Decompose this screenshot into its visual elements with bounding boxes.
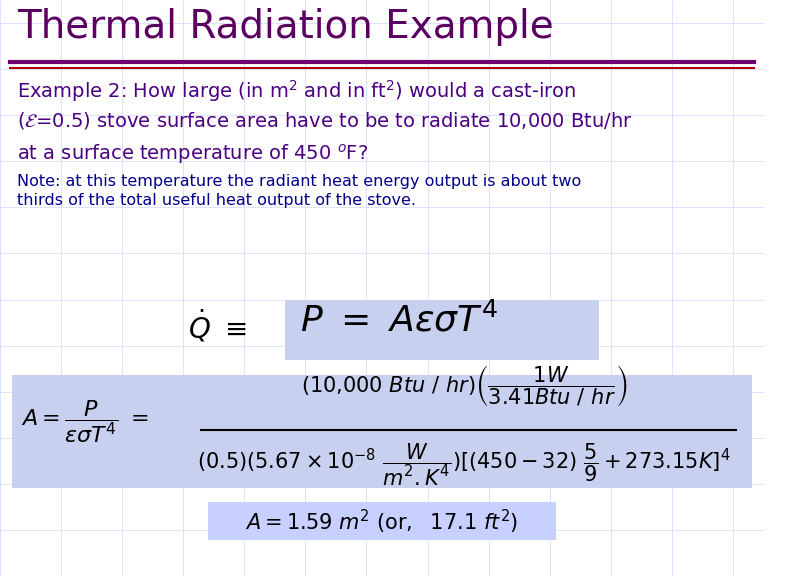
Text: $\dot{Q}\ \equiv$: $\dot{Q}\ \equiv$	[189, 308, 247, 344]
Text: $A = 1.59\ m^2\ (\mathrm{or,}\ \ 17.1\ ft^2)$: $A = 1.59\ m^2\ (\mathrm{or,}\ \ 17.1\ f…	[245, 508, 518, 536]
Text: ($\mathcal{E}$=0.5) stove surface area have to be to radiate 10,000 Btu/hr: ($\mathcal{E}$=0.5) stove surface area h…	[17, 110, 634, 131]
Text: Note: at this temperature the radiant heat energy output is about two: Note: at this temperature the radiant he…	[17, 174, 581, 189]
FancyBboxPatch shape	[285, 300, 600, 360]
Text: Thermal Radiation Example: Thermal Radiation Example	[17, 8, 554, 46]
Text: $(0.5)(5.67\times10^{-8}\ \dfrac{W}{m^2.K^4})[(450-32)\ \dfrac{5}{9}+273.15K]^4$: $(0.5)(5.67\times10^{-8}\ \dfrac{W}{m^2.…	[198, 442, 731, 488]
Text: Example 2: How large (in m$^2$ and in ft$^2$) would a cast-iron: Example 2: How large (in m$^2$ and in ft…	[17, 78, 577, 104]
Text: thirds of the total useful heat output of the stove.: thirds of the total useful heat output o…	[17, 193, 416, 208]
Text: $(10{,}000\ \mathit{Btu\ /\ hr})$$\left(\dfrac{1W}{3.41\mathit{Btu\ /\ hr}}\righ: $(10{,}000\ \mathit{Btu\ /\ hr})$$\left(…	[301, 362, 627, 407]
FancyBboxPatch shape	[12, 375, 752, 488]
Text: at a surface temperature of 450 $^o$F?: at a surface temperature of 450 $^o$F?	[17, 142, 368, 166]
Text: $A = \dfrac{P}{\varepsilon\sigma T^4}\ =$: $A = \dfrac{P}{\varepsilon\sigma T^4}\ =…	[21, 399, 149, 445]
Text: $P\ =\ A\varepsilon\sigma T^4$: $P\ =\ A\varepsilon\sigma T^4$	[299, 302, 498, 338]
FancyBboxPatch shape	[208, 502, 555, 540]
